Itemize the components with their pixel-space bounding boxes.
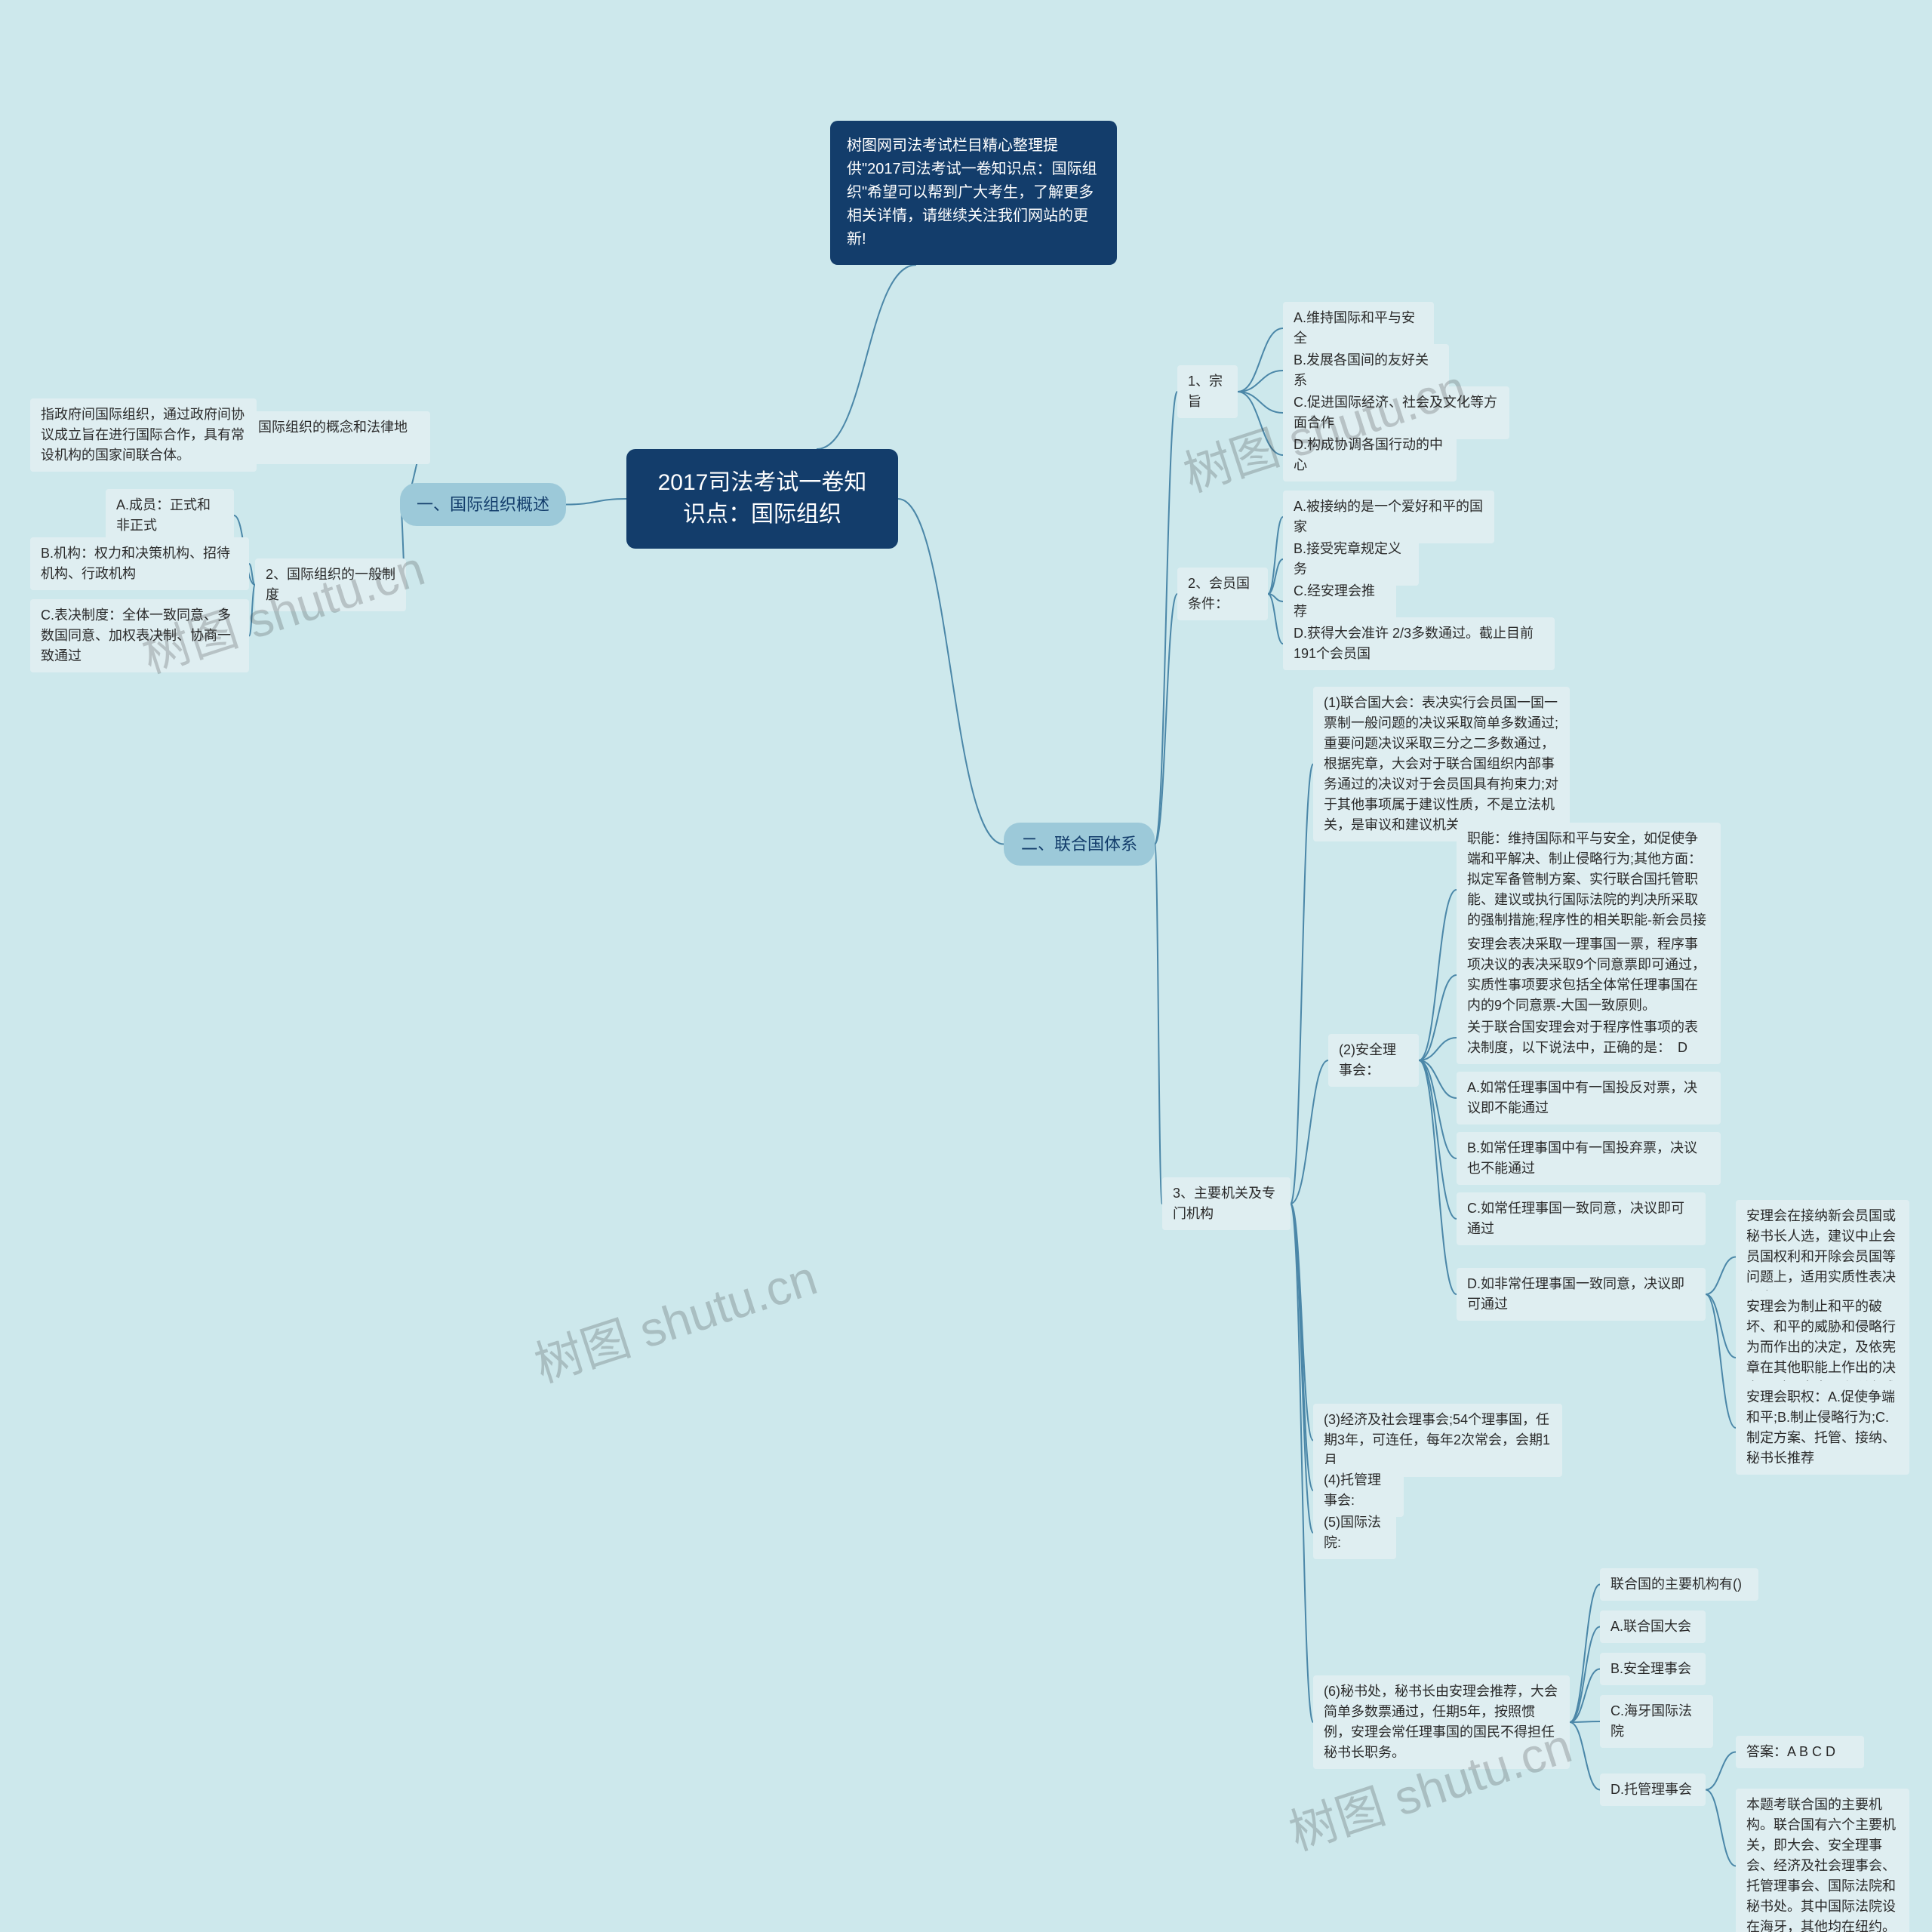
edge	[1570, 1722, 1600, 1790]
node-b1_1a: 指政府间国际组织，通过政府间协议成立旨在进行国际合作，具有常设机构的国家间联合体…	[30, 398, 257, 472]
edge	[1706, 1294, 1736, 1428]
edge	[1419, 1060, 1457, 1158]
edge	[1155, 844, 1162, 1204]
edge	[1706, 1294, 1736, 1358]
node-b2_3_2c: 关于联合国安理会对于程序性事项的表决制度，以下说法中，正确的是： D	[1457, 1011, 1721, 1064]
edge	[1570, 1585, 1600, 1723]
edge	[1238, 392, 1283, 413]
edge	[1268, 594, 1283, 601]
node-b1: 一、国际组织概述	[400, 483, 566, 526]
node-b2_3_6c: B.安全理事会	[1600, 1653, 1706, 1685]
node-b2_3_2g: D.如非常任理事国一致同意，决议即可通过	[1457, 1268, 1706, 1321]
node-b2_3_6a: 联合国的主要机构有()	[1600, 1568, 1758, 1601]
edge	[1419, 1060, 1457, 1098]
node-b2_3_6d: C.海牙国际法院	[1600, 1695, 1713, 1748]
edge	[1155, 392, 1177, 844]
edge	[1291, 1204, 1313, 1491]
edge	[1419, 975, 1457, 1060]
node-b2_3_5: (5)国际法院:	[1313, 1506, 1396, 1559]
node-b2: 二、联合国体系	[1004, 823, 1155, 866]
node-b2_3_6e2: 本题考联合国的主要机构。联合国有六个主要机关，即大会、安全理事会、经济及社会理事…	[1736, 1789, 1909, 1932]
edge	[898, 499, 1004, 844]
edge	[1570, 1669, 1600, 1723]
watermark: 树图 shutu.cn	[525, 1239, 824, 1395]
node-b2_3_6b: A.联合国大会	[1600, 1611, 1706, 1643]
edge	[1570, 1627, 1600, 1723]
node-b2_2: 2、会员国条件：	[1177, 568, 1268, 620]
node-b1_1: 1、国际组织的概念和法律地位	[226, 411, 430, 464]
node-b2_3_2: (2)安全理事会：	[1328, 1034, 1419, 1087]
node-b1_2b: B.机构：权力和决策机构、招待机构、行政机构	[30, 537, 249, 590]
node-b2_3_2b: 安理会表决采取一理事国一票，程序事项决议的表决采取9个同意票即可通过，实质性事项…	[1457, 928, 1721, 1022]
edge	[1706, 1752, 1736, 1790]
node-b2_3_2f: C.如常任理事国一致同意，决议即可通过	[1457, 1192, 1706, 1245]
edge	[1268, 594, 1283, 644]
edge	[249, 585, 255, 636]
node-b2_3_6: (6)秘书处，秘书长由安理会推荐，大会简单多数票通过，任期5年，按照惯例，安理会…	[1313, 1675, 1570, 1769]
edge	[1419, 1038, 1457, 1060]
edge	[1291, 1204, 1313, 1533]
node-b2_1d: D.构成协调各国行动的中心	[1283, 429, 1457, 481]
node-b2_1: 1、宗旨	[1177, 365, 1238, 418]
node-b1_2a: A.成员：正式和非正式	[106, 489, 234, 542]
edge	[1291, 764, 1313, 1204]
edge	[1291, 1060, 1328, 1204]
node-b2_3_2g3: 安理会职权：A.促使争端和平;B.制止侵略行为;C.制定方案、托管、接纳、秘书长…	[1736, 1381, 1909, 1475]
edge	[1419, 890, 1457, 1060]
node-intro: 树图网司法考试栏目精心整理提供"2017司法考试一卷知识点：国际组织"希望可以帮…	[830, 121, 1117, 265]
node-b2_3_1: (1)联合国大会：表决实行会员国一国一票制一般问题的决议采取简单多数通过;重要问…	[1313, 687, 1570, 841]
node-b1_2c: C.表决制度：全体一致同意、多数国同意、加权表决制、协商一致通过	[30, 599, 249, 672]
edge	[1291, 1204, 1313, 1441]
node-root: 2017司法考试一卷知识点：国际组织	[626, 449, 898, 549]
node-b1_2: 2、国际组织的一般制度	[255, 558, 406, 611]
edge	[1291, 1204, 1313, 1722]
edge	[1570, 1721, 1600, 1722]
node-b2_2d: D.获得大会准许 2/3多数通过。截止目前191个会员国	[1283, 617, 1555, 670]
edge	[1238, 392, 1283, 455]
edge	[1155, 594, 1177, 844]
edge	[1706, 1790, 1736, 1866]
node-b2_3_6e: D.托管理事会	[1600, 1774, 1706, 1806]
edge	[1268, 559, 1283, 594]
edge	[1419, 1060, 1457, 1294]
edge	[817, 265, 916, 449]
node-b2_3_6e1: 答案：A B C D	[1736, 1736, 1864, 1768]
edge	[1706, 1257, 1736, 1295]
edge	[566, 499, 626, 505]
edge	[1238, 328, 1283, 392]
node-b2_3_2d: A.如常任理事国中有一国投反对票，决议即不能通过	[1457, 1072, 1721, 1124]
edge	[249, 564, 255, 585]
edge	[1238, 371, 1283, 392]
node-b2_3_2e: B.如常任理事国中有一国投弃票，决议也不能通过	[1457, 1132, 1721, 1185]
node-b2_3: 3、主要机关及专门机构	[1162, 1177, 1291, 1230]
edge	[1419, 1060, 1457, 1219]
edge	[1268, 517, 1283, 594]
